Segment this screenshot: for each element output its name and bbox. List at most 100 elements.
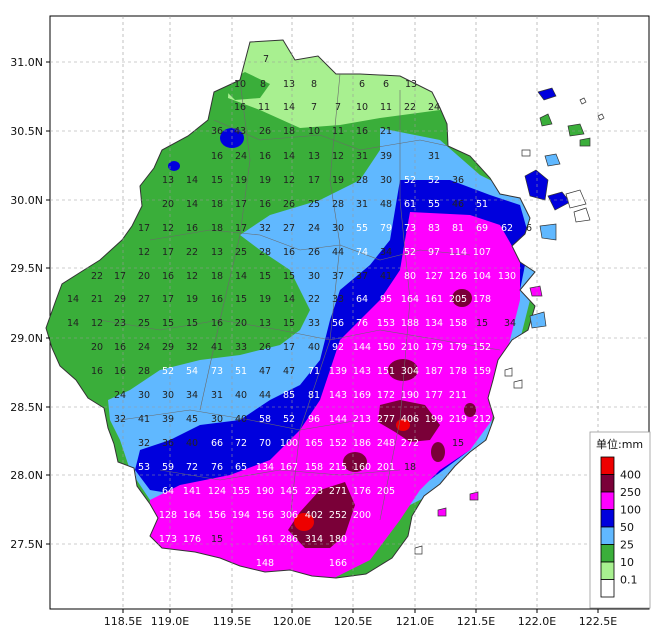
station-value: 402: [305, 510, 323, 521]
station-value: 153: [377, 318, 395, 329]
station-value: 151: [377, 366, 395, 377]
station-value: 15: [452, 438, 464, 449]
station-value: 178: [473, 294, 491, 305]
station-value: 13: [259, 318, 271, 329]
legend-swatch: [600, 509, 615, 528]
station-value: 14: [283, 151, 295, 162]
station-value: 30: [308, 271, 320, 282]
station-value: 18: [404, 462, 416, 473]
station-value: 16: [211, 294, 223, 305]
station-value: 18: [211, 223, 223, 234]
grid-lines: [50, 16, 649, 609]
station-value: 62: [501, 223, 513, 234]
station-value: 176: [353, 486, 371, 497]
x-tick-label: 122.5E: [579, 615, 617, 628]
station-value: 81: [452, 223, 464, 234]
station-value: 14: [67, 318, 79, 329]
station-value: 210: [401, 342, 419, 353]
y-tick-label: 29.0N: [10, 332, 43, 345]
station-value: 14: [283, 294, 295, 305]
station-value: 44: [259, 390, 271, 401]
station-value: 30: [211, 414, 223, 425]
station-value: 33: [308, 318, 320, 329]
station-value: 52: [404, 175, 416, 186]
station-value: 28: [138, 366, 150, 377]
station-value: 186: [353, 438, 371, 449]
x-tick-label: 120.5E: [334, 615, 372, 628]
station-value: 12: [332, 151, 344, 162]
station-value: 71: [308, 366, 320, 377]
station-value: 134: [256, 462, 274, 473]
station-value: 128: [159, 510, 177, 521]
station-value: 144: [353, 342, 371, 353]
station-value: 31: [211, 390, 223, 401]
station-value: 31: [428, 151, 440, 162]
x-tick-label: 118.5E: [104, 615, 142, 628]
station-value: 55: [428, 199, 440, 210]
station-value: 20: [162, 199, 174, 210]
station-value: 16: [283, 247, 295, 258]
station-value: 69: [476, 223, 488, 234]
station-value: 52: [428, 175, 440, 186]
station-value: 24: [308, 223, 320, 234]
station-value: 56: [332, 318, 344, 329]
legend-swatch: [600, 491, 615, 510]
station-value: 306: [280, 510, 298, 521]
station-value: 26: [259, 342, 271, 353]
station-value: 31: [356, 151, 368, 162]
station-value: 156: [208, 510, 226, 521]
station-value: 17: [162, 294, 174, 305]
station-value: 17: [114, 271, 126, 282]
legend-swatch: [600, 579, 615, 598]
station-value: 32: [186, 342, 198, 353]
station-value: 24: [114, 390, 126, 401]
station-value: 44: [332, 247, 344, 258]
station-value: 15: [235, 294, 247, 305]
station-value: 58: [259, 414, 271, 425]
station-value: 16: [259, 199, 271, 210]
station-value: 6: [359, 79, 365, 90]
station-value: 190: [401, 390, 419, 401]
station-value: 24: [138, 342, 150, 353]
station-value: 30: [332, 223, 344, 234]
station-value: 304: [401, 366, 419, 377]
station-value: 13: [283, 79, 295, 90]
station-value: 36: [211, 126, 223, 137]
x-tick-label: 119.5E: [213, 615, 251, 628]
station-value: 15: [162, 318, 174, 329]
station-value: 205: [449, 294, 467, 305]
station-value: 83: [428, 223, 440, 234]
station-value: 40: [235, 390, 247, 401]
station-value: 16: [91, 366, 103, 377]
station-value: 43: [234, 126, 246, 137]
station-value: 22: [91, 271, 103, 282]
station-value: 12: [283, 175, 295, 186]
station-value: 205: [377, 486, 395, 497]
station-value: 286: [280, 534, 298, 545]
station-value: 51: [476, 199, 488, 210]
station-value: 271: [329, 486, 347, 497]
station-value: 124: [208, 486, 226, 497]
station-value: 80: [404, 271, 416, 282]
station-value: 212: [473, 414, 491, 425]
station-value: 177: [425, 390, 443, 401]
station-value: 37: [332, 271, 344, 282]
station-value: 127: [425, 271, 443, 282]
station-value: 46: [452, 199, 464, 210]
station-value: 17: [235, 223, 247, 234]
station-value: 16: [356, 126, 368, 137]
station-value: 144: [329, 414, 347, 425]
station-value: 21: [380, 126, 392, 137]
station-value: 26: [283, 199, 295, 210]
station-value: 141: [183, 486, 201, 497]
station-value: 165: [305, 438, 323, 449]
station-value: 40: [186, 438, 198, 449]
station-value: 30: [138, 390, 150, 401]
station-value: 23: [114, 318, 126, 329]
station-value: 18: [283, 126, 295, 137]
station-value: 70: [259, 438, 271, 449]
station-value: 28: [259, 247, 271, 258]
station-value: 73: [211, 366, 223, 377]
station-value: 12: [138, 247, 150, 258]
